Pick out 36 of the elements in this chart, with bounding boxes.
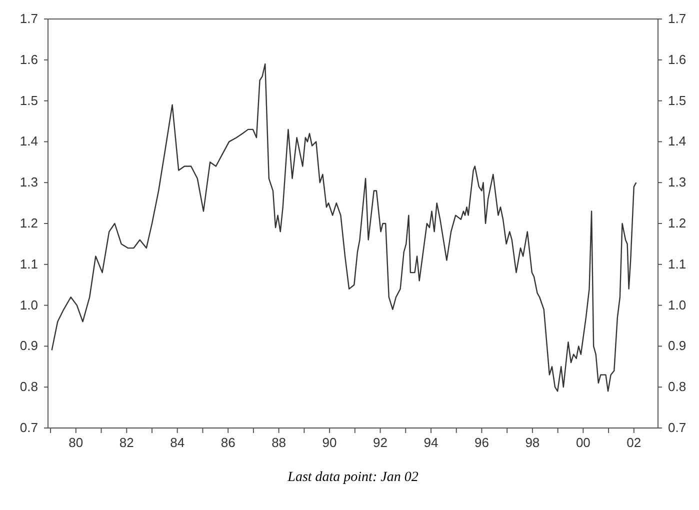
y-tick-label: 1.2 <box>20 216 38 230</box>
y-tick-label: 1.7 <box>20 11 38 26</box>
y2-tick-label: 1.3 <box>668 174 686 190</box>
line-series <box>51 63 637 392</box>
y-tick-label: 0.9 <box>20 338 38 354</box>
x-tick-label: 80 <box>68 435 84 450</box>
x-tick-label: 88 <box>272 435 286 450</box>
y2-tick-label: 1.2 <box>668 216 686 230</box>
x-tick-label: 94 <box>424 435 438 450</box>
x-tick-label: 82 <box>119 435 134 450</box>
x-tick-label: 84 <box>170 435 185 450</box>
y-tick-label: 1.0 <box>20 297 38 312</box>
y2-tick-label: 1.1 <box>668 256 686 272</box>
x-tick-label: 00 <box>576 435 590 450</box>
x-tick-label: 92 <box>373 435 388 450</box>
y2-tick-label: 1.5 <box>668 92 686 108</box>
x-tick-label: 96 <box>474 435 489 450</box>
y2-tick-label: 0.7 <box>668 420 686 435</box>
y2-tick-label: 1.6 <box>668 52 686 67</box>
text: Last data point: Jan 02 <box>286 470 420 486</box>
x-tick-label: 02 <box>626 435 642 450</box>
y-tick-label: 1.3 <box>20 174 38 190</box>
y2-tick-label: 1.7 <box>668 11 686 26</box>
x-tick-label: 90 <box>322 435 337 450</box>
y-tick-label: 1.1 <box>20 256 38 272</box>
y-tick-label: 0.8 <box>20 379 38 394</box>
y-tick-label: 1.4 <box>20 134 38 149</box>
y-tick-label: 0.7 <box>20 420 38 435</box>
x-tick-label: 98 <box>525 435 540 450</box>
y-tick-label: 1.6 <box>20 52 38 67</box>
y2-tick-label: 0.8 <box>668 379 686 394</box>
y2-tick-label: 0.9 <box>668 338 686 354</box>
y-tick-label: 1.5 <box>20 92 38 108</box>
y2-tick-label: 1.4 <box>668 134 686 149</box>
y2-tick-label: 1.0 <box>668 297 686 312</box>
x-tick-label: 86 <box>220 435 236 450</box>
